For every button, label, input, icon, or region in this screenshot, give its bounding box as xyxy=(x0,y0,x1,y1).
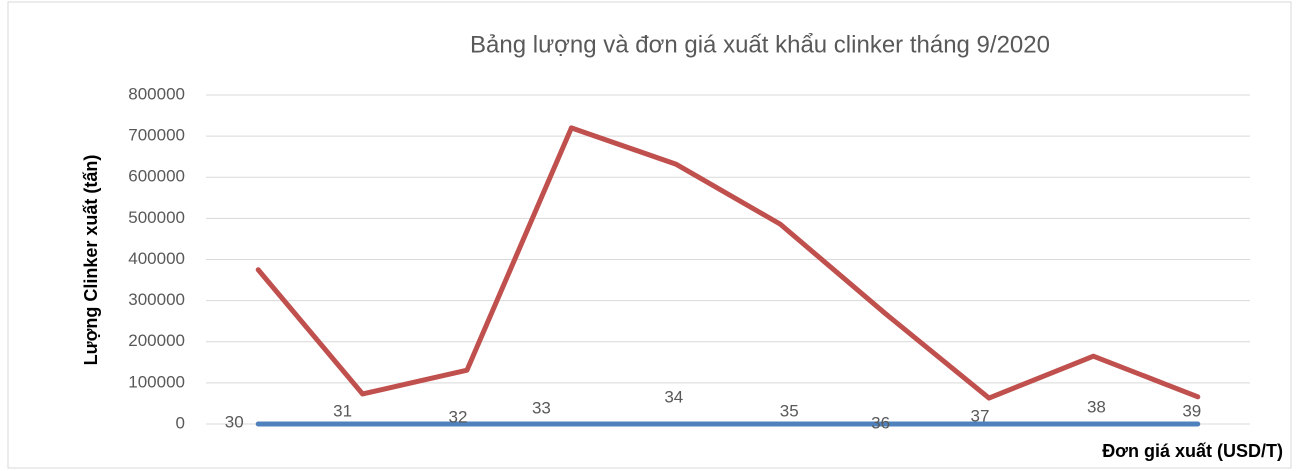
y-tick-label: 700000 xyxy=(128,126,185,145)
y-tick-label: 600000 xyxy=(128,167,185,186)
data-label: 30 xyxy=(225,412,244,431)
data-label: 39 xyxy=(1182,401,1201,420)
y-tick-label: 400000 xyxy=(128,249,185,268)
data-label: 38 xyxy=(1087,397,1106,416)
y-tick-label: 0 xyxy=(176,413,185,432)
data-label: 37 xyxy=(971,406,990,425)
y-tick-label: 200000 xyxy=(128,331,185,350)
data-label: 36 xyxy=(871,413,890,432)
chart-title: Bảng lượng và đơn giá xuất khẩu clinker … xyxy=(470,31,1050,58)
y-tick-label: 500000 xyxy=(128,208,185,227)
series-line xyxy=(255,125,1201,401)
chart-border xyxy=(7,1,1292,469)
data-label: 33 xyxy=(532,398,551,417)
data-label: 31 xyxy=(333,401,352,420)
y-axis-label: Lượng Clinker xuất (tấn) xyxy=(81,155,101,366)
y-tick-label: 300000 xyxy=(128,290,185,309)
data-label: 32 xyxy=(449,407,468,426)
x-axis-label: Đơn giá xuất (USD/T) xyxy=(1102,441,1283,461)
y-tick-label: 100000 xyxy=(128,372,185,391)
data-label: 35 xyxy=(780,401,799,420)
data-label: 34 xyxy=(664,387,683,406)
y-tick-label: 800000 xyxy=(128,84,185,103)
